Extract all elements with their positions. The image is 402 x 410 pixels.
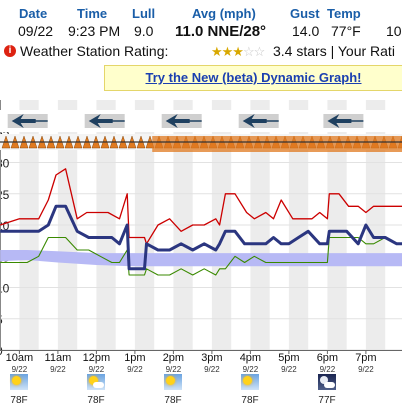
x-tick-date: 9/22 bbox=[89, 365, 105, 374]
header-row: Date Time Lull Avg (mph) Gust Temp bbox=[0, 6, 402, 24]
x-tick-label: 2pm bbox=[163, 352, 184, 364]
x-tick-label: 12pm bbox=[83, 352, 111, 364]
y-tick-label: 5 bbox=[0, 313, 3, 327]
condition-temp: 78F bbox=[10, 395, 28, 406]
wind-graph: 3530252015105010am9/2211am9/2212pm9/221p… bbox=[0, 100, 402, 374]
condition-temp: 78F bbox=[87, 395, 105, 406]
y-tick-label: 20 bbox=[0, 219, 10, 233]
col-time: Time bbox=[77, 6, 108, 21]
col-gust: Gust bbox=[290, 6, 320, 21]
col-lull: Lull bbox=[132, 6, 156, 21]
x-tick-date: 9/22 bbox=[320, 365, 336, 374]
x-tick-date: 9/22 bbox=[281, 365, 297, 374]
x-tick-label: 10am bbox=[6, 352, 34, 364]
partly-cloudy-icon bbox=[87, 374, 106, 390]
x-tick-label: 7pm bbox=[355, 352, 376, 364]
station-rating: i Weather Station Rating: ★★★☆☆ 3.4 star… bbox=[0, 43, 402, 61]
current-values: 09/22 9:23 PM 9.0 11.0 NNE/28° 14.0 77°F… bbox=[0, 23, 402, 43]
x-tick-date: 9/22 bbox=[358, 365, 374, 374]
lull-line bbox=[0, 236, 402, 276]
col-temp: Temp bbox=[327, 6, 361, 21]
x-tick-label: 3pm bbox=[201, 352, 222, 364]
avg-line bbox=[0, 204, 402, 271]
x-tick-date: 9/22 bbox=[127, 365, 143, 374]
dynamic-graph-link[interactable]: Try the New (beta) Dynamic Graph! bbox=[145, 70, 362, 85]
sunny-icon bbox=[164, 374, 183, 390]
col-date: Date bbox=[19, 6, 48, 21]
lull-value: 9.0 bbox=[134, 23, 154, 39]
date-value: 09/22 bbox=[18, 23, 54, 39]
dynamic-graph-banner: Try the New (beta) Dynamic Graph! bbox=[104, 65, 402, 91]
rating-text: 3.4 stars | Your Rati bbox=[273, 43, 395, 59]
x-tick-date: 9/22 bbox=[204, 365, 220, 374]
y-tick-label: 10 bbox=[0, 282, 10, 296]
avg-value: 11.0 NNE/28° bbox=[175, 23, 267, 40]
gust-line bbox=[0, 168, 402, 245]
sunny-icon bbox=[241, 374, 260, 390]
x-tick-date: 9/22 bbox=[50, 365, 66, 374]
x-tick-label: 4pm bbox=[240, 352, 261, 364]
y-tick-label: 35 bbox=[0, 125, 10, 139]
night-icon bbox=[318, 374, 337, 390]
condition-temp: 78F bbox=[241, 395, 259, 406]
x-tick-date: 9/22 bbox=[166, 365, 182, 374]
x-tick-date: 9/22 bbox=[243, 365, 259, 374]
condition-temp: 78F bbox=[164, 395, 182, 406]
x-tick-label: 11am bbox=[45, 352, 72, 364]
condition-temp: 77F bbox=[318, 395, 336, 406]
temp-value: 77°F bbox=[331, 23, 361, 39]
y-tick-label: 25 bbox=[0, 188, 10, 202]
time-value: 9:23 PM bbox=[68, 23, 121, 39]
rating-label: Weather Station Rating: bbox=[20, 43, 169, 59]
col-avg: Avg (mph) bbox=[192, 6, 256, 21]
temp-band-fill bbox=[152, 136, 402, 152]
x-tick-date: 9/22 bbox=[12, 365, 28, 374]
x-tick-label: 5pm bbox=[278, 352, 299, 364]
y-tick-label: 30 bbox=[0, 157, 10, 171]
sunny-icon bbox=[10, 374, 29, 390]
x-tick-label: 1pm bbox=[124, 352, 145, 364]
info-icon[interactable]: i bbox=[4, 45, 16, 57]
rating-stars-icon[interactable]: ★★★☆☆ bbox=[211, 44, 265, 59]
x-tick-label: 6pm bbox=[317, 352, 338, 364]
gust-value: 14.0 bbox=[292, 23, 320, 39]
extra-value: 10 bbox=[386, 23, 402, 39]
